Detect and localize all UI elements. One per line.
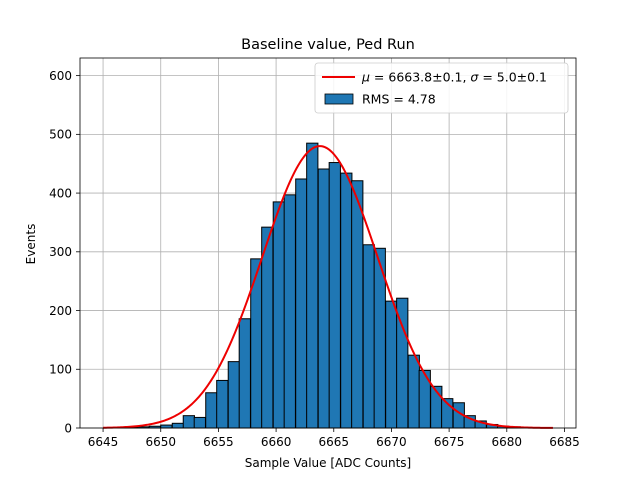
histogram-bar xyxy=(216,379,229,429)
chart-title: Baseline value, Ped Run xyxy=(241,37,415,53)
legend-mu-value: 6663.8±0.1, xyxy=(388,70,470,85)
x-tick-label: 6650 xyxy=(145,435,176,449)
y-tick-label: 600 xyxy=(49,69,72,83)
histogram-bar xyxy=(317,168,330,429)
histogram-bar xyxy=(272,201,285,429)
x-tick-label: 6645 xyxy=(88,435,119,449)
legend-sigma: σ = xyxy=(470,70,496,85)
legend-histogram-swatch xyxy=(324,93,354,105)
histogram-bar xyxy=(261,226,274,429)
y-axis-ticks: 0 100 200 300 400 500 600 xyxy=(49,69,80,435)
y-tick-label: 200 xyxy=(49,304,72,318)
histogram-bar xyxy=(306,142,319,429)
legend-sigma-value: 5.0±0.1 xyxy=(497,70,547,85)
legend-box xyxy=(314,62,569,114)
histogram-bar xyxy=(171,422,185,429)
x-tick-label: 6675 xyxy=(434,435,465,449)
histogram-bar xyxy=(295,178,308,429)
x-tick-label: 6680 xyxy=(492,435,523,449)
x-tick-label: 6655 xyxy=(203,435,234,449)
histogram-bar xyxy=(193,416,206,429)
histogram-bar xyxy=(283,194,296,429)
y-tick-label: 400 xyxy=(49,186,72,200)
histogram-bar xyxy=(227,361,240,429)
y-tick-label: 500 xyxy=(49,128,72,142)
x-tick-label: 6670 xyxy=(376,435,407,449)
histogram-bar xyxy=(238,318,251,429)
y-axis-label: Events xyxy=(24,224,38,265)
y-tick-label: 300 xyxy=(49,245,72,259)
gaussian-fit-line xyxy=(103,145,553,429)
y-tick-label: 0 xyxy=(64,421,72,435)
legend: μ = 6663.8±0.1, σ = 5.0±0.1 RMS = 4.78 xyxy=(314,62,569,114)
x-axis-ticks: 6645 6650 6655 6660 6665 6670 6675 6680 6685 xyxy=(88,428,580,449)
histogram-bar xyxy=(182,415,195,429)
histogram-bar xyxy=(351,180,364,429)
histogram-bar xyxy=(362,244,375,429)
histogram-bar xyxy=(385,300,398,429)
legend-rms-label: RMS = 4.78 xyxy=(362,92,436,107)
histogram-bar xyxy=(205,392,218,429)
x-tick-label: 6665 xyxy=(318,435,349,449)
x-tick-label: 6685 xyxy=(549,435,580,449)
histogram-bar xyxy=(160,424,173,429)
x-axis-label: Sample Value [ADC Counts] xyxy=(245,456,411,470)
histogram-bar xyxy=(407,354,420,429)
histogram-bar xyxy=(340,172,353,429)
histogram-bars xyxy=(114,142,532,429)
histogram-bar xyxy=(328,162,341,429)
x-tick-label: 6660 xyxy=(261,435,292,449)
y-tick-label: 100 xyxy=(49,363,72,377)
plot-frame xyxy=(79,57,577,429)
legend-fit-label: μ = 6663.8±0.1, σ = 5.0±0.1 xyxy=(361,70,547,85)
legend-mu: μ = xyxy=(361,70,388,85)
